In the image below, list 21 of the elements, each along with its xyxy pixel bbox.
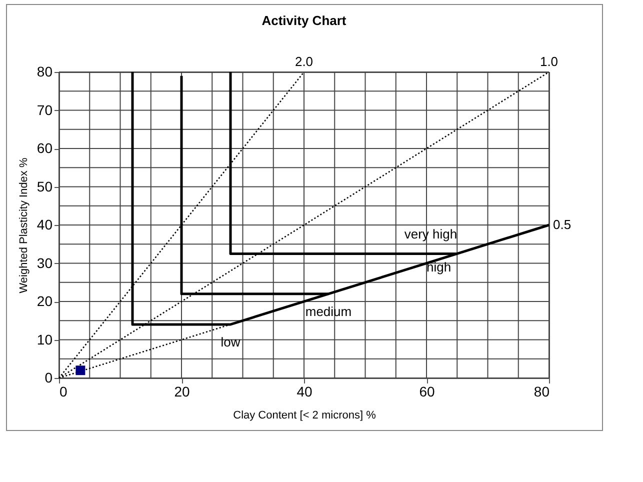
- annotation: high: [426, 260, 452, 275]
- y-tick-label: 20: [36, 293, 53, 309]
- annotation: 1.0: [540, 54, 558, 69]
- annotation: 2.0: [294, 54, 314, 69]
- annotation: 0.5: [553, 217, 572, 232]
- x-axis-title: Clay Content [< 2 microns] %: [233, 410, 376, 422]
- y-tick-label: 80: [36, 64, 53, 80]
- x-tick-label: 40: [296, 384, 312, 400]
- x-tick-label: 20: [174, 384, 190, 400]
- y-tick-label: 50: [36, 178, 53, 194]
- y-tick-label: 0: [44, 370, 53, 386]
- y-tick-label: 70: [36, 102, 53, 118]
- y-tick-label: 30: [36, 254, 53, 271]
- chart-title: Activity Chart: [262, 13, 347, 28]
- x-tick-label: 0: [60, 384, 68, 400]
- y-axis-title: Weighted Plasticity Index %: [18, 158, 30, 294]
- x-tick-label: 60: [419, 384, 435, 400]
- y-tick-label: 60: [36, 140, 53, 156]
- y-tick-label: 40: [36, 216, 53, 232]
- y-tick-label: 10: [36, 331, 53, 348]
- x-tick-label: 80: [534, 384, 550, 400]
